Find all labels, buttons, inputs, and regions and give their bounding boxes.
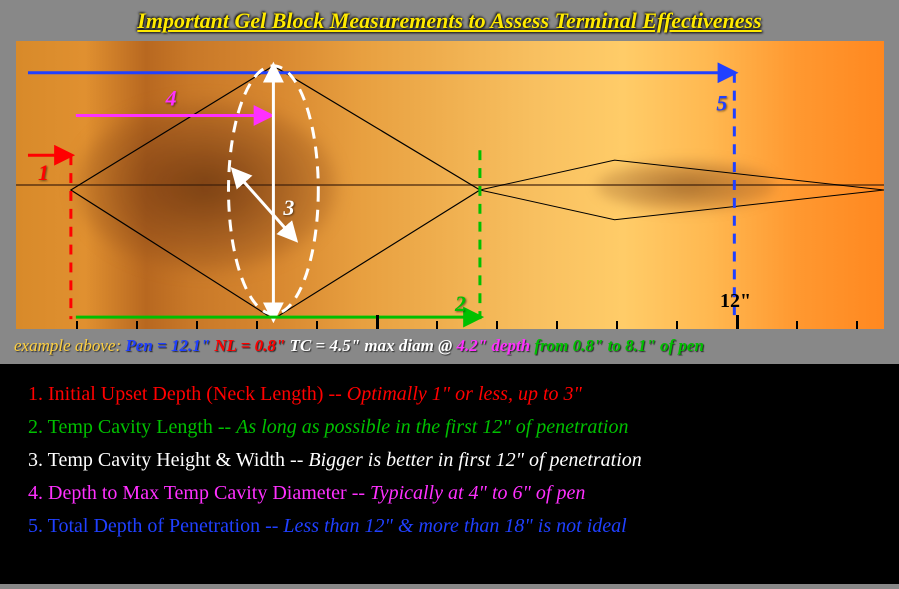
legend-row-3: 3. Temp Cavity Height & Width -- Bigger … bbox=[28, 444, 871, 477]
ruler bbox=[16, 309, 884, 329]
page-title: Important Gel Block Measurements to Asse… bbox=[0, 0, 899, 40]
example-caption: example above: Pen = 12.1" NL = 0.8" TC … bbox=[0, 330, 899, 364]
legend-row-4: 4. Depth to Max Temp Cavity Diameter -- … bbox=[28, 477, 871, 510]
svg-text:4: 4 bbox=[164, 86, 176, 111]
gel-block-diagram: 5 4 1 3 2 12" bbox=[15, 40, 885, 330]
svg-text:1: 1 bbox=[37, 160, 48, 185]
svg-text:5: 5 bbox=[716, 91, 727, 116]
legend-row-2: 2. Temp Cavity Length -- As long as poss… bbox=[28, 411, 871, 444]
legend-row-1: 1. Initial Upset Depth (Neck Length) -- … bbox=[28, 378, 871, 411]
ruler-label-12in: 12" bbox=[720, 290, 751, 313]
legend-panel: 1. Initial Upset Depth (Neck Length) -- … bbox=[0, 364, 899, 584]
legend-row-5: 5. Total Depth of Penetration -- Less th… bbox=[28, 510, 871, 543]
svg-text:3: 3 bbox=[282, 195, 294, 220]
annotation-overlay: 5 4 1 3 2 bbox=[16, 41, 884, 329]
